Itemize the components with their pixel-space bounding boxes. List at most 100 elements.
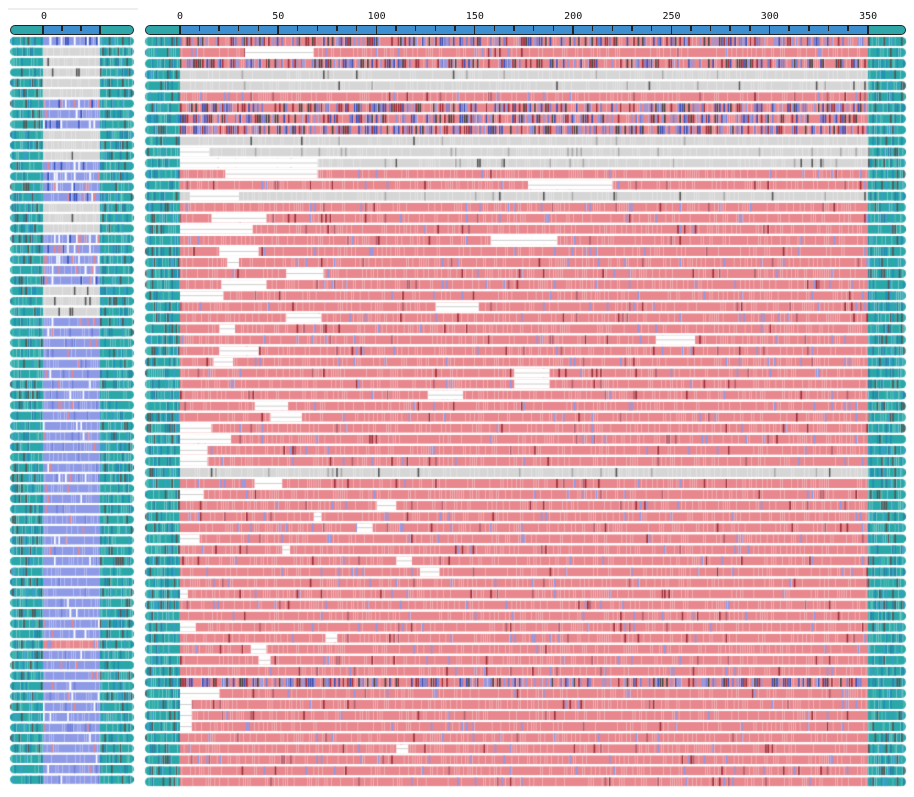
alignment-row[interactable] <box>145 280 906 289</box>
overview-row[interactable] <box>10 276 134 285</box>
overview-row[interactable] <box>10 630 134 639</box>
overview-row[interactable] <box>10 474 134 483</box>
overview-row[interactable] <box>10 79 134 88</box>
overview-row[interactable] <box>10 339 134 348</box>
overview-row[interactable] <box>10 318 134 327</box>
overview-row[interactable] <box>10 495 134 504</box>
overview-row[interactable] <box>10 422 134 431</box>
alignment-row[interactable] <box>145 391 906 400</box>
overview-row[interactable] <box>10 443 134 452</box>
alignment-row[interactable] <box>145 667 906 676</box>
overview-row[interactable] <box>10 505 134 514</box>
overview-row[interactable] <box>10 775 134 784</box>
alignment-row[interactable] <box>145 247 906 256</box>
overview-row[interactable] <box>10 203 134 212</box>
alignment-row[interactable] <box>145 192 906 201</box>
alignment-row[interactable] <box>145 446 906 455</box>
overview-row[interactable] <box>10 526 134 535</box>
alignment-row[interactable] <box>145 755 906 764</box>
alignment-row[interactable] <box>145 236 906 245</box>
overview-row[interactable] <box>10 723 134 732</box>
overview-row[interactable] <box>10 47 134 56</box>
overview-row[interactable] <box>10 255 134 264</box>
alignment-row[interactable] <box>145 170 906 179</box>
alignment-row[interactable] <box>145 457 906 466</box>
alignment-row[interactable] <box>145 269 906 278</box>
overview-row[interactable] <box>10 245 134 254</box>
overview-sequence-canvas[interactable] <box>8 36 138 796</box>
overview-row[interactable] <box>10 692 134 701</box>
alignment-row[interactable] <box>145 291 906 300</box>
alignment-row[interactable] <box>145 777 906 786</box>
alignment-row[interactable] <box>145 181 906 190</box>
alignment-row[interactable] <box>145 601 906 610</box>
alignment-row[interactable] <box>145 490 906 499</box>
overview-row[interactable] <box>10 183 134 192</box>
alignment-row[interactable] <box>145 125 906 134</box>
overview-row[interactable] <box>10 172 134 181</box>
overview-row[interactable] <box>10 391 134 400</box>
alignment-row[interactable] <box>145 324 906 333</box>
alignment-row[interactable] <box>145 346 906 355</box>
overview-row[interactable] <box>10 370 134 379</box>
alignment-row[interactable] <box>145 302 906 311</box>
overview-row[interactable] <box>10 578 134 587</box>
overview-row[interactable] <box>10 755 134 764</box>
alignment-row[interactable] <box>145 623 906 632</box>
alignment-row[interactable] <box>145 545 906 554</box>
overview-row[interactable] <box>10 141 134 150</box>
alignment-row[interactable] <box>145 567 906 576</box>
overview-row[interactable] <box>10 588 134 597</box>
overview-row[interactable] <box>10 287 134 296</box>
overview-row[interactable] <box>10 453 134 462</box>
alignment-row[interactable] <box>145 402 906 411</box>
overview-row[interactable] <box>10 214 134 223</box>
alignment-row[interactable] <box>145 556 906 565</box>
alignment-row[interactable] <box>145 612 906 621</box>
overview-row[interactable] <box>10 235 134 244</box>
overview-row[interactable] <box>10 380 134 389</box>
overview-row[interactable] <box>10 432 134 441</box>
overview-row[interactable] <box>10 307 134 316</box>
alignment-row[interactable] <box>145 424 906 433</box>
overview-row[interactable] <box>10 557 134 566</box>
alignment-row[interactable] <box>145 468 906 477</box>
alignment-row[interactable] <box>145 70 906 79</box>
overview-row[interactable] <box>10 765 134 774</box>
alignment-row[interactable] <box>145 369 906 378</box>
overview-row[interactable] <box>10 224 134 233</box>
alignment-row[interactable] <box>145 413 906 422</box>
overview-row[interactable] <box>10 703 134 712</box>
overview-row[interactable] <box>10 682 134 691</box>
alignment-row[interactable] <box>145 590 906 599</box>
overview-row[interactable] <box>10 193 134 202</box>
overview-row[interactable] <box>10 37 134 46</box>
overview-row[interactable] <box>10 120 134 129</box>
overview-row[interactable] <box>10 619 134 628</box>
overview-row[interactable] <box>10 349 134 358</box>
alignment-sequence-canvas[interactable] <box>143 36 908 796</box>
alignment-row[interactable] <box>145 225 906 234</box>
overview-row[interactable] <box>10 463 134 472</box>
overview-row[interactable] <box>10 68 134 77</box>
overview-row[interactable] <box>10 297 134 306</box>
overview-row[interactable] <box>10 567 134 576</box>
overview-row[interactable] <box>10 547 134 556</box>
overview-row[interactable] <box>10 99 134 108</box>
alignment-row[interactable] <box>145 678 906 687</box>
overview-row[interactable] <box>10 536 134 545</box>
overview-row[interactable] <box>10 734 134 743</box>
overview-row[interactable] <box>10 744 134 753</box>
alignment-row[interactable] <box>145 534 906 543</box>
alignment-row[interactable] <box>145 159 906 168</box>
alignment-row[interactable] <box>145 313 906 322</box>
alignment-row[interactable] <box>145 258 906 267</box>
alignment-row[interactable] <box>145 136 906 145</box>
overview-row[interactable] <box>10 411 134 420</box>
alignment-row[interactable] <box>145 37 906 46</box>
alignment-row[interactable] <box>145 435 906 444</box>
overview-row[interactable] <box>10 89 134 98</box>
alignment-row[interactable] <box>145 645 906 654</box>
alignment-row[interactable] <box>145 214 906 223</box>
alignment-row[interactable] <box>145 766 906 775</box>
